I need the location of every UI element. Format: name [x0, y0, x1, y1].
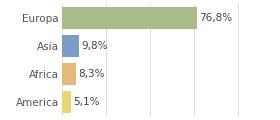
Text: 5,1%: 5,1% — [73, 97, 99, 107]
Text: 9,8%: 9,8% — [81, 41, 108, 51]
Text: 76,8%: 76,8% — [199, 13, 232, 23]
Text: 8,3%: 8,3% — [78, 69, 105, 79]
Bar — [62, 35, 79, 57]
Bar — [62, 91, 71, 113]
Bar — [62, 7, 197, 29]
Bar — [62, 63, 76, 85]
